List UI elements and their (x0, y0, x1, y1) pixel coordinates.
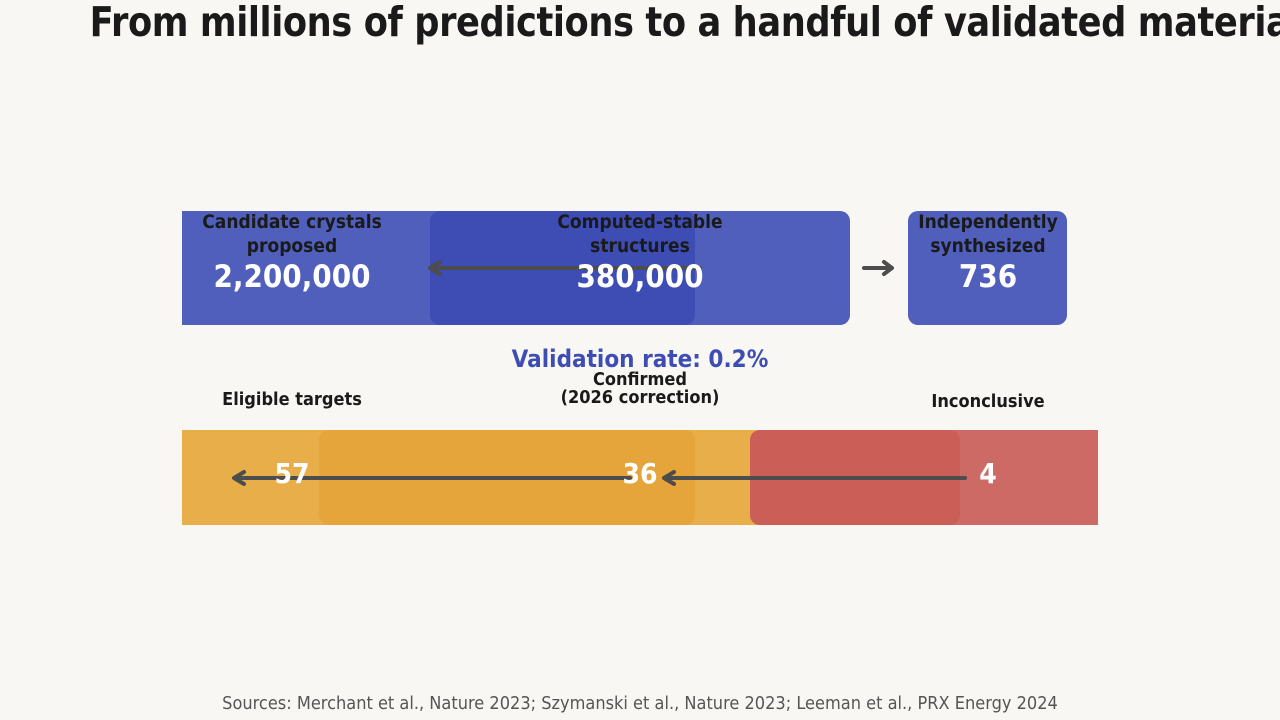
stable-label: Computed-stable structures (557, 211, 723, 257)
confirmed-label: Confirmed (2026 correction) (560, 369, 720, 408)
stable-to-candidates-arrowhead (428, 260, 442, 276)
synthesized-box (908, 211, 1067, 325)
validation-rate: Validation rate: 0.2% (511, 345, 769, 373)
inconclusive-value: 4 (979, 457, 997, 490)
inconclusive-to-confirmed-arrowhead (662, 470, 676, 486)
confirmed-value: 36 (622, 457, 658, 490)
page-title: From millions of predictions to a handfu… (89, 0, 1280, 46)
synthesized-label: Independently synthesized (918, 211, 1058, 257)
eligible-value: 57 (274, 457, 310, 490)
candidates-label: Candidate crystals proposed (202, 211, 382, 257)
confirmed-to-eligible-arrowhead (232, 470, 246, 486)
synthesized-value: 736 (958, 259, 1018, 295)
to-synthesized-arrowhead (882, 260, 894, 276)
candidates-value: 2,200,000 (213, 259, 371, 295)
sources-note: Sources: Merchant et al., Nature 2023; S… (222, 693, 1058, 714)
inconclusive-label: Inconclusive (931, 391, 1045, 412)
stable-value: 380,000 (576, 259, 704, 295)
eligible-label: Eligible targets (222, 389, 362, 410)
